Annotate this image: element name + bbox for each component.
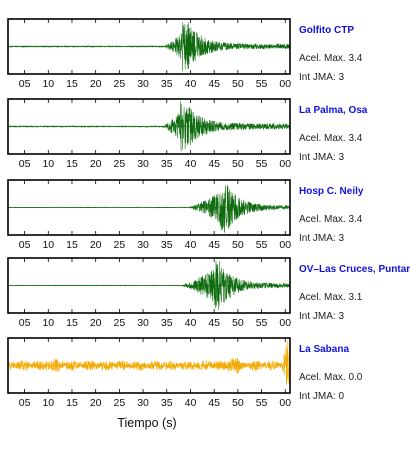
tick-label-golfito-ctp-10: 10 bbox=[42, 78, 54, 90]
tick-label-hosp-c-neily-40: 40 bbox=[185, 239, 197, 251]
panel-frame-la-palma-osa bbox=[7, 98, 291, 155]
station-panel-golfito-ctp: 05 10 15 20 25 30 35 40 45 50 55 00 Golfito CTP Acel.… bbox=[7, 18, 363, 90]
int-jma-golfito-ctp: Int JMA: 3 bbox=[299, 72, 344, 83]
tick-label-golfito-ctp-40: 40 bbox=[185, 78, 197, 90]
station-panel-hosp-c-neily: 05 10 15 20 25 30 35 40 45 50 55 00 Hosp C. Neily Ace… bbox=[7, 179, 364, 251]
acel-max-hosp-c-neily: Acel. Max. 3.4 bbox=[299, 214, 363, 225]
tick-label-hosp-c-neily-10: 10 bbox=[42, 239, 54, 251]
int-jma-la-palma-osa: Int JMA: 3 bbox=[299, 152, 344, 163]
waveform-ov-las-cruces-puntar bbox=[7, 260, 291, 310]
tick-label-la-palma-osa-15: 15 bbox=[66, 158, 78, 170]
x-axis-title: Tiempo (s) bbox=[117, 416, 176, 430]
tick-label-la-palma-osa-40: 40 bbox=[185, 158, 197, 170]
tick-label-golfito-ctp-50: 50 bbox=[232, 78, 244, 90]
tick-label-ov-las-cruces-puntar-35: 35 bbox=[161, 317, 173, 329]
tick-label-hosp-c-neily-30: 30 bbox=[137, 239, 149, 251]
tick-label-la-sabana-00: 00 bbox=[279, 397, 291, 409]
tick-label-golfito-ctp-20: 20 bbox=[90, 78, 102, 90]
tick-label-ov-las-cruces-puntar-40: 40 bbox=[185, 317, 197, 329]
tick-label-golfito-ctp-15: 15 bbox=[66, 78, 78, 90]
tick-label-la-sabana-10: 10 bbox=[42, 397, 54, 409]
int-jma-la-sabana: Int JMA: 0 bbox=[299, 391, 344, 402]
tick-label-hosp-c-neily-55: 55 bbox=[256, 239, 268, 251]
tick-label-golfito-ctp-45: 45 bbox=[208, 78, 220, 90]
tick-label-golfito-ctp-30: 30 bbox=[137, 78, 149, 90]
tick-label-ov-las-cruces-puntar-15: 15 bbox=[66, 317, 78, 329]
tick-label-hosp-c-neily-50: 50 bbox=[232, 239, 244, 251]
tick-label-la-palma-osa-10: 10 bbox=[42, 158, 54, 170]
tick-label-la-sabana-20: 20 bbox=[90, 397, 102, 409]
tick-label-la-palma-osa-30: 30 bbox=[137, 158, 149, 170]
int-jma-hosp-c-neily: Int JMA: 3 bbox=[299, 233, 344, 244]
tick-label-ov-las-cruces-puntar-20: 20 bbox=[90, 317, 102, 329]
tick-label-ov-las-cruces-puntar-30: 30 bbox=[137, 317, 149, 329]
station-name-la-sabana: La Sabana bbox=[299, 344, 349, 355]
tick-label-ov-las-cruces-puntar-25: 25 bbox=[114, 317, 126, 329]
tick-label-golfito-ctp-00: 00 bbox=[279, 78, 291, 90]
tick-label-la-palma-osa-05: 05 bbox=[19, 158, 31, 170]
station-panel-la-palma-osa: 05 10 15 20 25 30 35 40 45 50 55 00 La Palma, Osa Ace… bbox=[7, 98, 368, 170]
tick-label-la-sabana-25: 25 bbox=[114, 397, 126, 409]
waveform-golfito-ctp bbox=[7, 22, 291, 71]
panel-frame-golfito-ctp bbox=[7, 18, 291, 75]
panels: 05 10 15 20 25 30 35 40 45 50 55 00 Golfito CTP Acel.… bbox=[7, 18, 410, 409]
tick-label-la-palma-osa-55: 55 bbox=[256, 158, 268, 170]
tick-label-hosp-c-neily-15: 15 bbox=[66, 239, 78, 251]
station-panel-la-sabana: 05 10 15 20 25 30 35 40 45 50 55 00 La Sabana Acel. M… bbox=[7, 337, 363, 409]
tick-label-ov-las-cruces-puntar-55: 55 bbox=[256, 317, 268, 329]
waveform-hosp-c-neily bbox=[7, 184, 291, 233]
tick-label-la-palma-osa-00: 00 bbox=[279, 158, 291, 170]
tick-label-la-palma-osa-35: 35 bbox=[161, 158, 173, 170]
tick-label-la-sabana-30: 30 bbox=[137, 397, 149, 409]
tick-label-ov-las-cruces-puntar-50: 50 bbox=[232, 317, 244, 329]
tick-label-la-sabana-15: 15 bbox=[66, 397, 78, 409]
tick-label-la-sabana-05: 05 bbox=[19, 397, 31, 409]
tick-label-la-palma-osa-50: 50 bbox=[232, 158, 244, 170]
tick-label-la-palma-osa-45: 45 bbox=[208, 158, 220, 170]
tick-label-la-sabana-40: 40 bbox=[185, 397, 197, 409]
tick-label-hosp-c-neily-20: 20 bbox=[90, 239, 102, 251]
tick-label-la-sabana-50: 50 bbox=[232, 397, 244, 409]
acel-max-la-sabana: Acel. Max. 0.0 bbox=[299, 372, 363, 383]
tick-label-hosp-c-neily-25: 25 bbox=[114, 239, 126, 251]
tick-label-golfito-ctp-25: 25 bbox=[114, 78, 126, 90]
station-name-la-palma-osa: La Palma, Osa bbox=[299, 105, 368, 116]
tick-label-hosp-c-neily-05: 05 bbox=[19, 239, 31, 251]
tick-label-hosp-c-neily-00: 00 bbox=[279, 239, 291, 251]
panel-frame-la-sabana bbox=[7, 337, 291, 394]
tick-label-golfito-ctp-35: 35 bbox=[161, 78, 173, 90]
tick-label-ov-las-cruces-puntar-00: 00 bbox=[279, 317, 291, 329]
waveform-la-sabana bbox=[7, 340, 291, 389]
tick-label-ov-las-cruces-puntar-05: 05 bbox=[19, 317, 31, 329]
tick-label-golfito-ctp-55: 55 bbox=[256, 78, 268, 90]
tick-label-hosp-c-neily-35: 35 bbox=[161, 239, 173, 251]
acel-max-ov-las-cruces-puntar: Acel. Max. 3.1 bbox=[299, 292, 363, 303]
panel-frame-ov-las-cruces-puntar bbox=[7, 257, 291, 314]
acel-max-golfito-ctp: Acel. Max. 3.4 bbox=[299, 53, 363, 64]
tick-label-la-palma-osa-20: 20 bbox=[90, 158, 102, 170]
waveform-la-palma-osa bbox=[7, 101, 291, 152]
tick-label-ov-las-cruces-puntar-10: 10 bbox=[42, 317, 54, 329]
station-name-ov-las-cruces-puntar: OV–Las Cruces, Puntar bbox=[299, 264, 410, 275]
tick-label-la-palma-osa-25: 25 bbox=[114, 158, 126, 170]
tick-label-ov-las-cruces-puntar-45: 45 bbox=[208, 317, 220, 329]
tick-label-la-sabana-55: 55 bbox=[256, 397, 268, 409]
panel-frame-hosp-c-neily bbox=[7, 179, 291, 236]
tick-label-hosp-c-neily-45: 45 bbox=[208, 239, 220, 251]
tick-label-la-sabana-35: 35 bbox=[161, 397, 173, 409]
station-name-hosp-c-neily: Hosp C. Neily bbox=[299, 186, 364, 197]
station-panel-ov-las-cruces-puntar: 05 10 15 20 25 30 35 40 45 50 55 00 OV–Las Cruces, P… bbox=[7, 257, 410, 329]
tick-label-golfito-ctp-05: 05 bbox=[19, 78, 31, 90]
acel-max-la-palma-osa: Acel. Max. 3.4 bbox=[299, 133, 363, 144]
station-name-golfito-ctp: Golfito CTP bbox=[299, 25, 354, 36]
int-jma-ov-las-cruces-puntar: Int JMA: 3 bbox=[299, 311, 344, 322]
tick-label-la-sabana-45: 45 bbox=[208, 397, 220, 409]
